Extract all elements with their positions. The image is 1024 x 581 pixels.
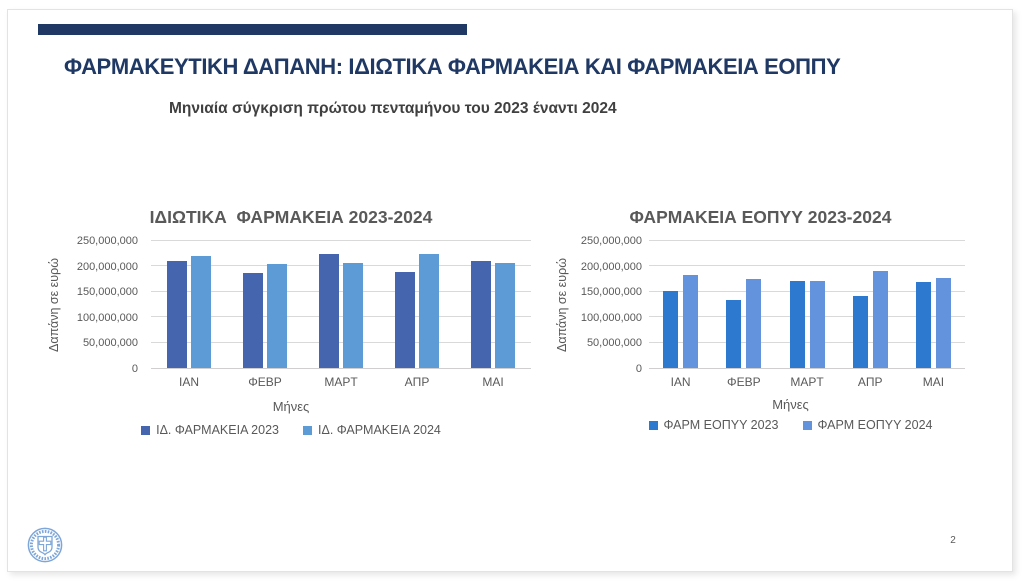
bar <box>495 263 515 368</box>
x-tick-label: ΙΑΝ <box>178 375 199 389</box>
bar-group-ΑΠΡ <box>379 241 455 368</box>
bar <box>343 262 363 368</box>
bar <box>419 253 439 368</box>
gridline <box>649 290 965 292</box>
y-tick-label: 0 <box>635 363 642 375</box>
x-axis-title: Μήνες <box>772 397 809 412</box>
legend-item: ΙΔ. ΦΑΡΜΑΚΕΙΑ 2024 <box>303 423 441 437</box>
gridline <box>649 265 965 267</box>
page-number: 2 <box>950 535 956 546</box>
x-axis-title: Μήνες <box>272 399 310 414</box>
plot-area <box>649 240 965 369</box>
gridline <box>151 341 531 343</box>
gridline <box>649 240 965 241</box>
bar <box>935 277 951 368</box>
gridline <box>151 290 531 292</box>
legend-swatch-icon <box>648 420 658 430</box>
bar <box>471 261 491 368</box>
chart-private-pharmacies: ΙΔΙΩΤΙΚΑ ΦΑΡΜΑΚΕΙΑ 2023-2024 Δαπάνη σε ε… <box>41 200 541 455</box>
chart-title: ΦΑΡΜΑΚΕΙΑ ΕΟΠΥΥ 2023-2024 <box>629 207 892 227</box>
x-tick-label: ΜΑΡΤ <box>790 375 824 389</box>
legend-item: ΦΑΡΜ ΕΟΠΥΥ 2023 <box>648 418 779 432</box>
bar <box>663 291 679 368</box>
chart-legend: ΦΑΡΜ ΕΟΠΥΥ 2023 ΦΑΡΜ ΕΟΠΥΥ 2024 <box>593 418 988 432</box>
bar <box>267 263 287 368</box>
bar-group-ΜΑΙ <box>902 241 965 368</box>
bar <box>167 260 187 368</box>
bar-group-ΜΑΡΤ <box>775 241 838 368</box>
y-tick-label: 50,000,000 <box>586 337 642 350</box>
x-tick-label: ΑΠΡ <box>857 375 883 389</box>
chart-title: ΙΔΙΩΤΙΚΑ ΦΑΡΜΑΚΕΙΑ 2023-2024 <box>149 207 433 227</box>
y-tick-label: 100,000,000 <box>580 311 642 324</box>
bar-groups <box>151 241 531 368</box>
bar-group-ΑΠΡ <box>839 241 902 368</box>
y-axis-ticks: 0 50,000,000 100,000,000 150,000,000 200,000… <box>61 235 138 375</box>
bar <box>726 299 742 368</box>
bar-group-ΜΑΙ <box>455 241 531 368</box>
chart-eopyy-pharmacies: ΦΑΡΜΑΚΕΙΑ ΕΟΠΥΥ 2023-2024 Δαπάνη σε ευρώ… <box>533 200 988 455</box>
bar <box>746 279 762 368</box>
y-tick-label: 150,000,000 <box>580 286 642 299</box>
y-tick-label: 250,000,000 <box>76 235 138 247</box>
y-tick-label: 250,000,000 <box>580 235 642 247</box>
bar-group-ΦΕΒΡ <box>227 241 303 368</box>
gridline <box>151 240 531 241</box>
gridline <box>649 316 965 318</box>
hellenic-republic-emblem-icon <box>27 527 63 563</box>
title-accent-bar <box>38 24 467 35</box>
bar <box>395 272 415 368</box>
bar <box>243 273 263 368</box>
bar-group-ΦΕΒΡ <box>712 241 775 368</box>
bar <box>191 255 211 368</box>
y-tick-label: 200,000,000 <box>76 260 138 273</box>
bar <box>319 253 339 368</box>
bar-group-ΙΑΝ <box>649 241 712 368</box>
y-tick-label: 0 <box>131 363 138 375</box>
y-tick-label: 200,000,000 <box>580 260 642 273</box>
x-tick-label: ΦΕΒΡ <box>727 375 761 389</box>
legend-label: ΙΔ. ΦΑΡΜΑΚΕΙΑ 2023 <box>156 423 279 437</box>
x-tick-label: ΜΑΡΤ <box>324 375 358 389</box>
legend-item: ΦΑΡΜ ΕΟΠΥΥ 2024 <box>802 418 933 432</box>
legend-swatch-icon <box>141 425 151 435</box>
x-tick-label: ΦΕΒΡ <box>248 375 282 389</box>
plot-area <box>151 240 531 369</box>
x-tick-label: ΜΑΙ <box>482 375 504 389</box>
bar-group-ΙΑΝ <box>151 241 227 368</box>
bar <box>789 281 805 368</box>
x-axis-ticks: ΙΑΝ ΦΕΒΡ ΜΑΡΤ ΑΠΡ ΜΑΙ <box>649 375 965 389</box>
legend-label: ΙΔ. ΦΑΡΜΑΚΕΙΑ 2024 <box>318 423 441 437</box>
legend-label: ΦΑΡΜ ΕΟΠΥΥ 2024 <box>817 418 933 432</box>
y-axis-title: Δαπάνη σε ευρώ <box>47 258 61 352</box>
x-tick-label: ΜΑΙ <box>922 375 945 389</box>
gridline <box>151 265 531 267</box>
gridline <box>151 316 531 318</box>
legend-item: ΙΔ. ΦΑΡΜΑΚΕΙΑ 2023 <box>141 423 279 437</box>
slide-subtitle: Μηνιαία σύγκριση πρώτου πενταμήνου του 2… <box>169 100 617 117</box>
bar <box>852 296 868 368</box>
bar-group-ΜΑΡΤ <box>303 241 379 368</box>
bar <box>809 280 825 368</box>
bar <box>683 274 699 368</box>
y-tick-label: 150,000,000 <box>76 286 138 299</box>
x-tick-label: ΙΑΝ <box>670 375 691 389</box>
bar <box>872 271 888 368</box>
x-axis-ticks: ΙΑΝ ΦΕΒΡ ΜΑΡΤ ΑΠΡ ΜΑΙ <box>151 375 531 389</box>
bar <box>915 281 931 368</box>
bar-groups <box>649 241 965 368</box>
y-tick-label: 50,000,000 <box>82 337 138 350</box>
slide-title: ΦΑΡΜΑΚΕΥΤΙΚΗ ΔΑΠΑΝΗ: ΙΔΙΩΤΙΚΑ ΦΑΡΜΑΚΕΙΑ … <box>64 54 841 79</box>
y-axis-ticks: 0 50,000,000 100,000,000 150,000,000 200,000… <box>565 235 642 375</box>
chart-legend: ΙΔ. ΦΑΡΜΑΚΕΙΑ 2023 ΙΔ. ΦΑΡΜΑΚΕΙΑ 2024 <box>41 423 541 437</box>
legend-swatch-icon <box>303 425 312 435</box>
legend-label: ΦΑΡΜ ΕΟΠΥΥ 2023 <box>663 418 779 432</box>
x-tick-label: ΑΠΡ <box>404 375 430 389</box>
gridline <box>649 341 965 343</box>
legend-swatch-icon <box>802 420 812 430</box>
slide: ΦΑΡΜΑΚΕΥΤΙΚΗ ΔΑΠΑΝΗ: ΙΔΙΩΤΙΚΑ ΦΑΡΜΑΚΕΙΑ … <box>7 9 1013 572</box>
y-tick-label: 100,000,000 <box>76 311 138 324</box>
